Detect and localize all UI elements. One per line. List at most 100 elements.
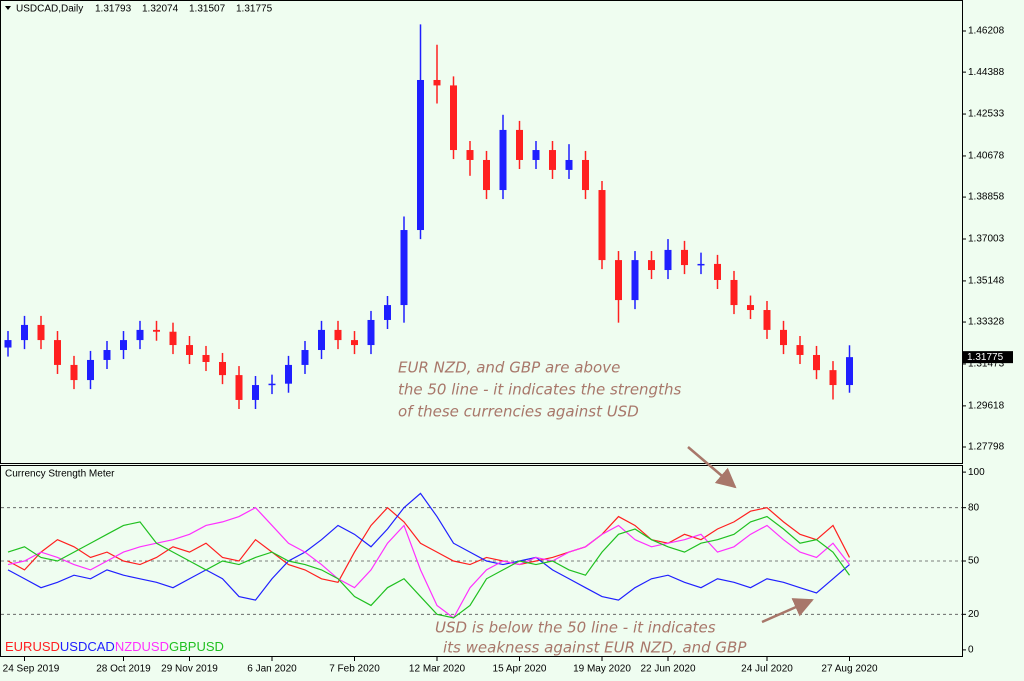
- x-tick-label: 29 Nov 2019: [161, 664, 218, 675]
- series-line: [7, 506, 850, 619]
- x-tick-label: 15 Apr 2020: [493, 664, 547, 675]
- candle-body: [747, 305, 754, 311]
- candle-body: [450, 85, 457, 151]
- candle-body: [384, 305, 391, 320]
- arrow: [687, 446, 737, 489]
- candle-body: [483, 159, 490, 191]
- candle-body: [169, 331, 177, 346]
- candle-body: [120, 340, 127, 351]
- candle-body: [400, 230, 408, 306]
- y-tick-label: 1.37003: [968, 234, 1005, 245]
- candle-body: [417, 79, 424, 231]
- candle-body: [846, 357, 853, 386]
- y-tick-label: 1.46208: [968, 26, 1005, 37]
- candle-body: [730, 279, 738, 306]
- candle-body: [499, 129, 507, 191]
- candle-body: [37, 324, 45, 341]
- series-line: [7, 515, 850, 619]
- candle-body: [615, 260, 622, 301]
- candle-body: [4, 340, 12, 348]
- y-tick-label: 1.40678: [968, 151, 1005, 162]
- collapse-icon: [5, 6, 11, 10]
- x-tick-label: 22 Jun 2020: [640, 664, 695, 675]
- annotation: USD is below the 50 line - it indicates: [435, 619, 716, 637]
- x-tick-label: 27 Aug 2020: [821, 664, 878, 675]
- y-tick-label: 80: [968, 502, 980, 513]
- candle-body: [532, 150, 540, 160]
- price-panel: [0, 0, 963, 464]
- y-tick-label: 1.29618: [968, 401, 1005, 412]
- candle-body: [582, 159, 589, 191]
- last-price-box: [963, 351, 1013, 364]
- header-values: 1.31793 1.32074 1.31507 1.31775: [95, 4, 273, 15]
- annotations: EUR NZD, and GBP are above the 50 line - …: [398, 359, 747, 657]
- candle-body: [598, 190, 606, 261]
- candle-body: [466, 150, 474, 160]
- legend-entry: GBPUSD: [169, 639, 224, 654]
- candle-body: [235, 375, 243, 400]
- x-tick-label: 19 May 2020: [573, 664, 631, 675]
- x-tick-label: 24 Sep 2019: [3, 664, 60, 675]
- header-value: 1.31793: [95, 4, 132, 15]
- candle-body: [186, 345, 193, 355]
- last-price-label: 1.31775: [967, 352, 1004, 363]
- candle-body: [268, 383, 276, 386]
- candle-body: [103, 350, 111, 360]
- candle-body: [21, 324, 28, 341]
- annotation: of these currencies against USD: [398, 403, 639, 421]
- y-tick-label: 1.27798: [968, 442, 1005, 453]
- candle-body: [301, 350, 309, 365]
- x-tick-label: 12 Mar 2020: [409, 664, 466, 675]
- candle-body: [565, 159, 573, 170]
- x-tick-label: 24 Jul 2020: [741, 664, 793, 675]
- y-tick-label: 100: [968, 467, 985, 478]
- candle-body: [697, 263, 705, 266]
- header-value: 1.31775: [236, 4, 273, 15]
- legend-entry: USDCAD: [60, 639, 115, 654]
- y-tick-label: 50: [968, 556, 980, 567]
- candle-body: [202, 354, 210, 362]
- symbol-title: USDCAD,Daily: [16, 4, 83, 15]
- y-tick-label: 0: [968, 645, 974, 656]
- series-line: [7, 506, 851, 584]
- arrow: [761, 598, 814, 624]
- header-value: 1.31507: [189, 4, 226, 15]
- candle-body: [334, 329, 342, 341]
- annotation: the 50 line - it indicates the strengths: [398, 381, 681, 399]
- candle-body: [153, 329, 160, 332]
- annotation: its weakness against EUR NZD, and GBP: [443, 639, 747, 657]
- legend-entry: EURUSD: [5, 639, 60, 654]
- candle-body: [351, 340, 358, 346]
- candle-body: [219, 361, 226, 376]
- candle-body: [648, 260, 655, 271]
- candle-body: [318, 329, 325, 351]
- candle-body: [136, 329, 144, 341]
- y-tick-label: 20: [968, 609, 980, 620]
- candle-body: [87, 359, 94, 381]
- y-tick-label: 1.44388: [968, 67, 1005, 78]
- y-tick-label: 1.33328: [968, 317, 1005, 328]
- candle-body: [54, 340, 61, 365]
- candle-body: [516, 129, 523, 160]
- candle-body: [433, 79, 441, 86]
- candle-body: [70, 364, 78, 381]
- y-tick-label: 1.42533: [968, 109, 1005, 120]
- candle-body: [285, 364, 292, 384]
- legend: EURUSDUSDCADNZDUSDGBPUSD: [5, 639, 224, 654]
- candle-body: [780, 329, 787, 346]
- annotation: EUR NZD, and GBP are above: [398, 359, 620, 377]
- x-tick-label: 7 Feb 2020: [329, 664, 380, 675]
- candle-body: [813, 354, 820, 371]
- candle-body: [367, 319, 375, 346]
- series-line: [7, 492, 850, 601]
- y-tick-label: 1.31473: [968, 359, 1005, 370]
- candle-body: [796, 345, 804, 355]
- candle-body: [549, 150, 556, 170]
- legend-entry: NZDUSD: [115, 639, 169, 654]
- candle-body: [763, 310, 771, 330]
- candle-body: [252, 385, 259, 400]
- candle-body: [664, 249, 672, 271]
- x-tick-label: 6 Jan 2020: [247, 664, 297, 675]
